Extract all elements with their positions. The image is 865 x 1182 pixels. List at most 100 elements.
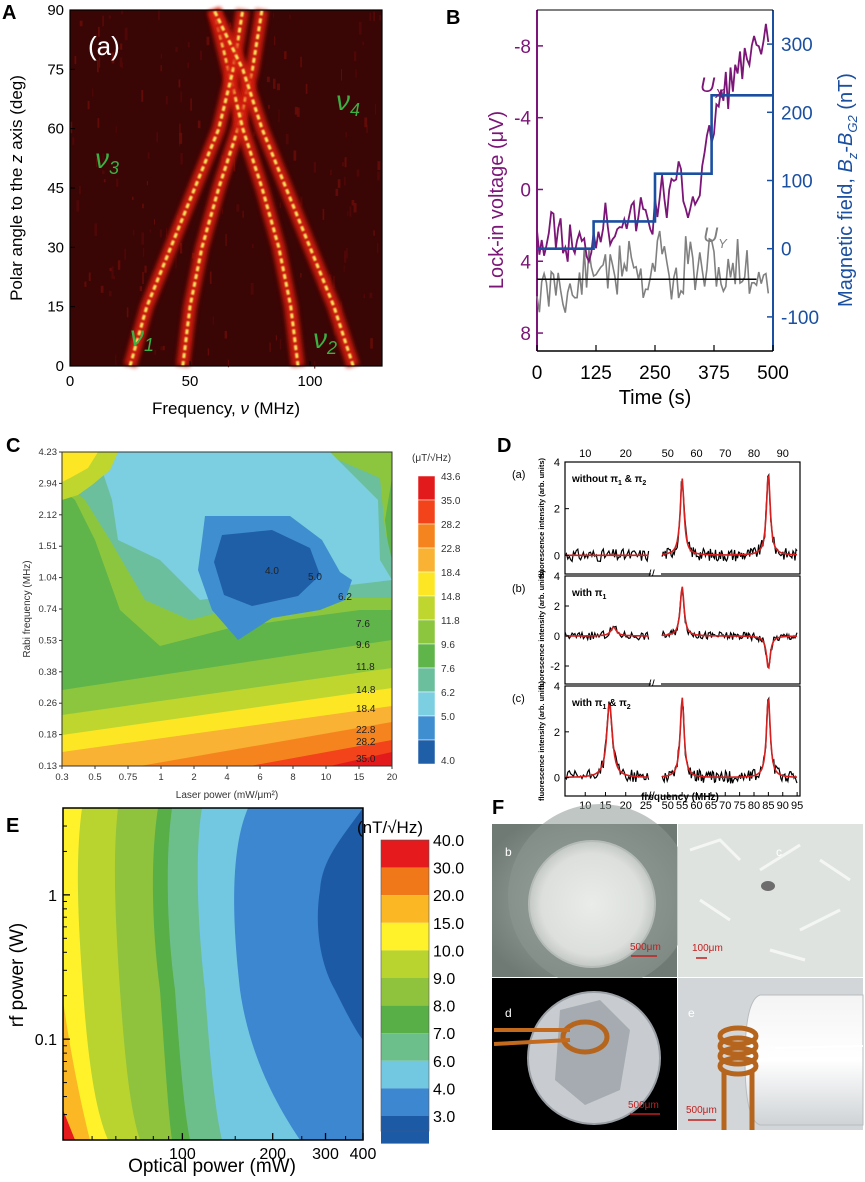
- panel-a-annotation-nu1: ν1: [130, 320, 154, 355]
- panel-a-noise-speck: [353, 203, 357, 213]
- panel-a-noise-speck: [160, 53, 162, 59]
- panel-b-right-ticks: 300 200 100 0 -100: [767, 35, 819, 329]
- panel-c-y-axis: 4.23 2.94 2.12 1.51 1.04 0.74 0.53 0.38 0.26 0.18…: [39, 447, 62, 772]
- panel-b-x-tick-label: 0: [532, 363, 543, 384]
- panel-e-y-label: rf power (W): [7, 923, 28, 1028]
- panel-a-noise-speck: [342, 162, 344, 167]
- panel-a-y-axis: 0 15 30 45 60 75 90: [47, 2, 75, 375]
- panel-c-colorbar-label: 4.0: [441, 756, 455, 767]
- panel-d-y-label: fluorescence intensity (arb. units): [537, 680, 546, 801]
- panel-c-colorbar-label: 14.8: [441, 592, 461, 603]
- panel-a-noise-speck: [159, 229, 162, 238]
- panel-e-colorbar-swatch: [381, 1033, 429, 1061]
- panel-e-y-tick-label: 0.1: [35, 1032, 57, 1049]
- panel-e-colorbar-label: 4.0: [433, 1081, 455, 1098]
- panel-a-noise-speck: [253, 132, 256, 137]
- panel-d-fit-line: [565, 473, 798, 557]
- panel-c-colorbar-label: 18.4: [441, 568, 461, 579]
- panel-c-colorbar-swatch: [417, 667, 436, 693]
- panel-d-bottom-tick-label: 55: [676, 800, 688, 812]
- panel-c-y-label: Rabi frequency (MHz): [22, 560, 33, 657]
- panel-e-colorbar-label: 7.0: [433, 1026, 455, 1043]
- panel-c-colorbar-swatch: [417, 691, 436, 717]
- panel-a-noise-speck: [251, 244, 254, 248]
- panel-c-y-tick-label: 0.53: [39, 635, 58, 646]
- panel-a-noise-speck: [227, 359, 229, 368]
- photo-e-coil-turn-2: [717, 1035, 759, 1057]
- panel-a-noise-speck: [108, 15, 112, 19]
- panel-d-break-mask: [651, 570, 661, 578]
- panel-a-y-tick-label: 45: [47, 180, 64, 197]
- panel-c-colorbar-label: 35.0: [441, 496, 461, 507]
- panel-b-series: [536, 23, 773, 313]
- panel-a-noise-speck: [266, 76, 270, 83]
- panel-c-colorbar-swatch: [417, 475, 436, 501]
- panel-a-noise-speck: [162, 345, 165, 351]
- panel-d-top-tick-label: 50: [662, 448, 674, 460]
- panel-b-right-tick-label: 300: [781, 35, 813, 56]
- panel-b-right-tick-label: 200: [781, 103, 813, 124]
- panel-c-x-tick-label: 1: [158, 772, 163, 783]
- panel-a-noise-speck: [374, 103, 376, 115]
- panel-d-subpanel-tag: (b): [512, 583, 525, 595]
- panel-d-legend-text: with π: [571, 698, 603, 709]
- panel-a-annotation-nu3: ν3: [95, 143, 119, 178]
- photo-d-wire: [493, 1028, 571, 1046]
- panel-a-noise-speck: [96, 158, 98, 167]
- panel-a-annotation-symbol: ν: [336, 85, 350, 116]
- panel-a-noise-speck: [103, 179, 106, 183]
- panel-d-axis-break: //: [648, 789, 655, 803]
- panel-b-right-tick-label: -100: [781, 308, 819, 329]
- panel-b-x-tick-label: 250: [639, 363, 671, 384]
- panel-d-bottom-tick-label: 95: [791, 800, 803, 812]
- panel-a-noise-speck: [355, 69, 357, 78]
- panel-a-noise-speck: [344, 250, 347, 263]
- panel-a-noise-speck: [377, 161, 381, 170]
- panel-e-colorbar-label: 8.0: [433, 999, 455, 1016]
- panel-a-noise-speck: [300, 196, 303, 206]
- panel-a-noise-speck: [156, 132, 158, 143]
- panel-a-noise-speck: [328, 274, 332, 284]
- panel-a-noise-speck: [124, 27, 128, 41]
- panel-a-noise-speck: [102, 170, 105, 175]
- panel-c-y-tick-label: 0.13: [39, 761, 58, 772]
- panel-c-colorbar-label: 9.6: [441, 640, 455, 651]
- panel-a-noise-speck: [236, 204, 240, 212]
- panel-a-noise-speck: [377, 171, 380, 181]
- panel-b-left-tick-label: -8: [514, 37, 531, 58]
- panel-e-x-tick-label: 300: [312, 1146, 339, 1163]
- panel-c-contour-label: 28.2: [356, 737, 376, 748]
- panel-e-colorbar-label: 40.0: [433, 833, 464, 850]
- panel-a-noise-speck: [160, 65, 162, 72]
- panel-a-noise-speck: [285, 133, 289, 145]
- panel-d-bottom-tick-label: 50: [662, 800, 674, 812]
- panel-e-region-20: [63, 1000, 90, 1140]
- panel-a-noise-speck: [165, 95, 168, 105]
- panel-d-y-tick-label: 0: [554, 773, 560, 785]
- panel-a-noise-speck: [100, 285, 104, 293]
- panel-c-y-tick-label: 1.51: [39, 541, 58, 552]
- photo-e: e 500μm: [678, 978, 864, 1130]
- panel-a-noise-speck: [95, 34, 98, 41]
- panel-c-x-tick-label: 15: [354, 772, 365, 783]
- panel-c-x-tick-label: 0.5: [88, 772, 101, 783]
- panel-d-legend-sub1: 1: [602, 704, 606, 711]
- panel-c-colorbar-swatch: [417, 523, 436, 549]
- panel-a-noise-speck: [154, 350, 157, 355]
- panel-a-noise-speck: [141, 90, 144, 102]
- panel-d-y-tick-label: 4: [554, 457, 560, 469]
- panel-a-noise-speck: [197, 120, 201, 129]
- panel-a-noise-speck: [115, 354, 117, 366]
- panel-c-x-tick-label: 2: [191, 772, 196, 783]
- panel-d-y-tick-label: -2: [550, 661, 560, 673]
- panel-a-noise-speck: [113, 276, 115, 280]
- panel-b-x-tick-label: 500: [757, 363, 789, 384]
- panel-a-branch-core-4: [212, 9, 355, 367]
- panel-d: D 10 20 50 60 70 80 90 //420(a) without π1 & π2…: [497, 435, 803, 812]
- panel-e-x-label: Optical power (mW): [128, 1156, 296, 1177]
- panel-c-y-tick-label: 0.26: [39, 698, 58, 709]
- panel-a-y-tick-label: 75: [47, 61, 64, 78]
- panel-d-legend-mid: & π: [606, 698, 627, 709]
- panel-a-noise-speck: [296, 107, 300, 117]
